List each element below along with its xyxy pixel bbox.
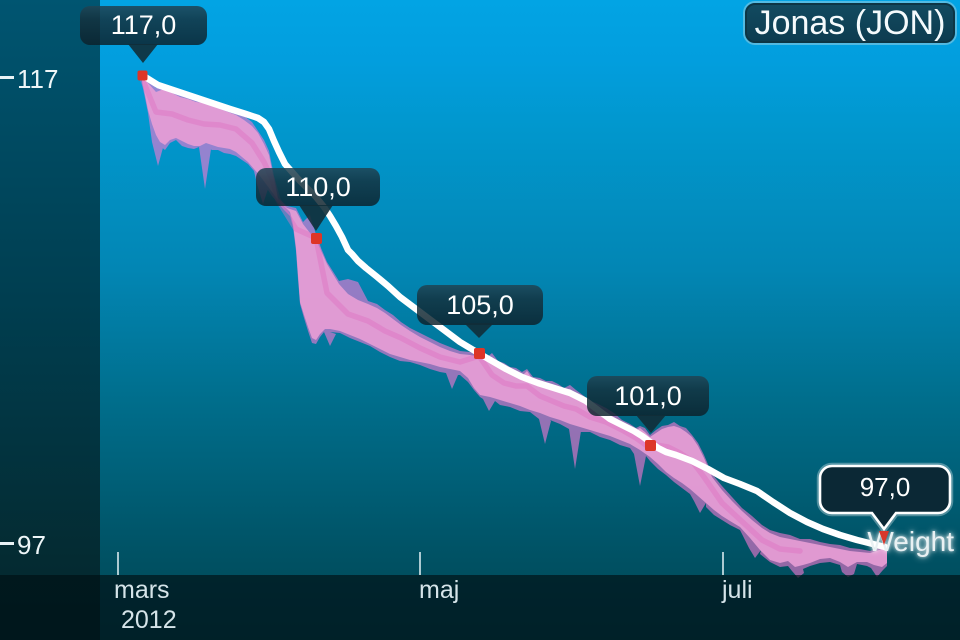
- svg-text:97,0: 97,0: [860, 472, 911, 502]
